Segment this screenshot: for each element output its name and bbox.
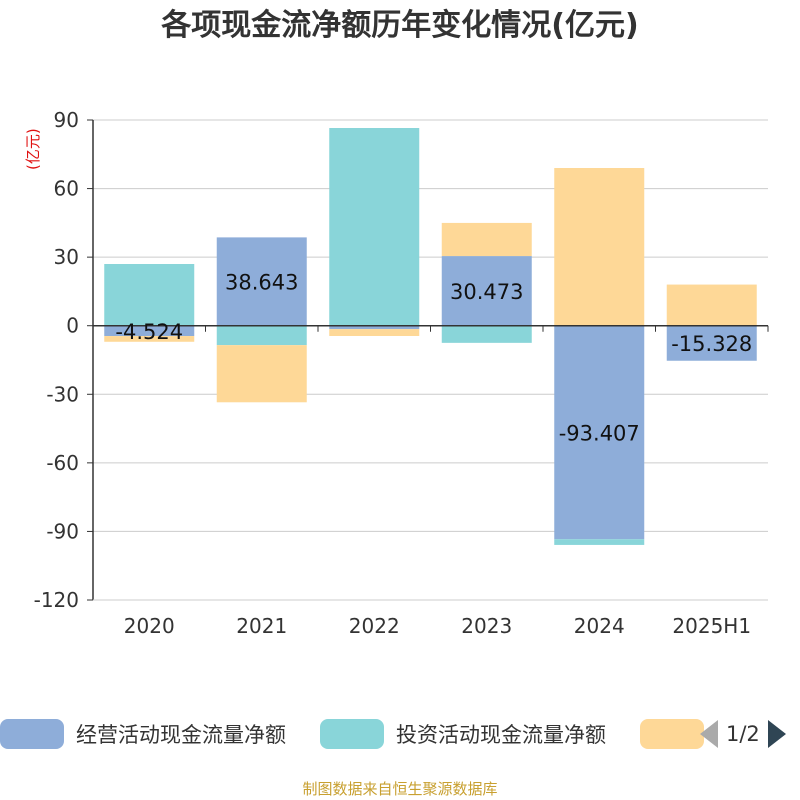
bar-0-2023: [441, 256, 532, 326]
legend-page-indicator: 1/2: [726, 722, 760, 746]
data-label-2023: 30.473: [450, 280, 523, 304]
bar-1-2023: [441, 325, 532, 343]
y-tick-label: 0: [66, 314, 79, 338]
y-tick-label: -120: [34, 588, 79, 612]
y-tick-label: 30: [54, 245, 79, 269]
chart-canvas: 90 60 30 0 -30 -60 -90 -120 2020 2021 2022 2023 2024…: [34, 108, 769, 638]
data-source-note: 制图数据来自恒生聚源数据库: [302, 780, 498, 798]
legend-label-operating: 经营活动现金流量净额: [76, 723, 286, 747]
legend-swatch-operating: [0, 719, 64, 749]
bar-2-2023: [441, 222, 532, 257]
y-tick-label: 60: [54, 177, 79, 201]
y-tick-label: -30: [46, 382, 79, 406]
x-tick-label: 2025H1: [672, 614, 751, 638]
bar-0-2020: [104, 325, 195, 337]
bar-0-2022: [329, 325, 420, 330]
data-label-2021: 38.643: [225, 271, 298, 295]
legend-item-investing[interactable]: 投资活动现金流量净额: [320, 716, 606, 752]
legend-label-investing: 投资活动现金流量净额: [396, 723, 606, 747]
legend-item-financing[interactable]: [640, 716, 704, 752]
bar-1-2024: [554, 539, 645, 545]
bar-2-2025H1: [666, 284, 757, 326]
legend: 经营活动现金流量净额 投资活动现金流量净额 1/2: [0, 716, 800, 756]
legend-swatch-investing: [320, 719, 384, 749]
bar-2-2024: [554, 168, 645, 326]
bar-1-2021: [216, 325, 307, 346]
y-tick-label: -60: [46, 451, 79, 475]
bar-1-2022: [329, 128, 420, 326]
legend-swatch-financing: [640, 719, 704, 749]
data-label-2024: -93.407: [559, 421, 640, 445]
bar-0-2024: [554, 325, 645, 540]
legend-item-operating[interactable]: 经营活动现金流量净额: [0, 716, 286, 752]
legend-next-icon[interactable]: [767, 720, 786, 748]
bar-2-2022: [329, 329, 420, 336]
data-label-2025H1: -15.328: [671, 332, 752, 356]
bar-1-2020: [104, 264, 195, 326]
x-tick-label: 2022: [349, 614, 400, 638]
bar-2-2021: [216, 345, 307, 403]
bar-0-2025H1: [666, 325, 757, 361]
legend-pager: 1/2: [700, 716, 786, 752]
chart-title: 各项现金流净额历年变化情况(亿元): [161, 8, 639, 43]
legend-prev-icon[interactable]: [700, 720, 718, 748]
x-tick-label: 2024: [574, 614, 625, 638]
x-tick-label: 2021: [236, 614, 287, 638]
y-tick-label: 90: [54, 108, 79, 132]
bar-2-2020: [104, 336, 195, 342]
data-label-2020: -4.524: [115, 320, 183, 344]
y-tick-label: -90: [46, 519, 79, 543]
x-tick-label: 2023: [461, 614, 512, 638]
x-tick-label: 2020: [124, 614, 175, 638]
bar-0-2021: [216, 237, 307, 326]
